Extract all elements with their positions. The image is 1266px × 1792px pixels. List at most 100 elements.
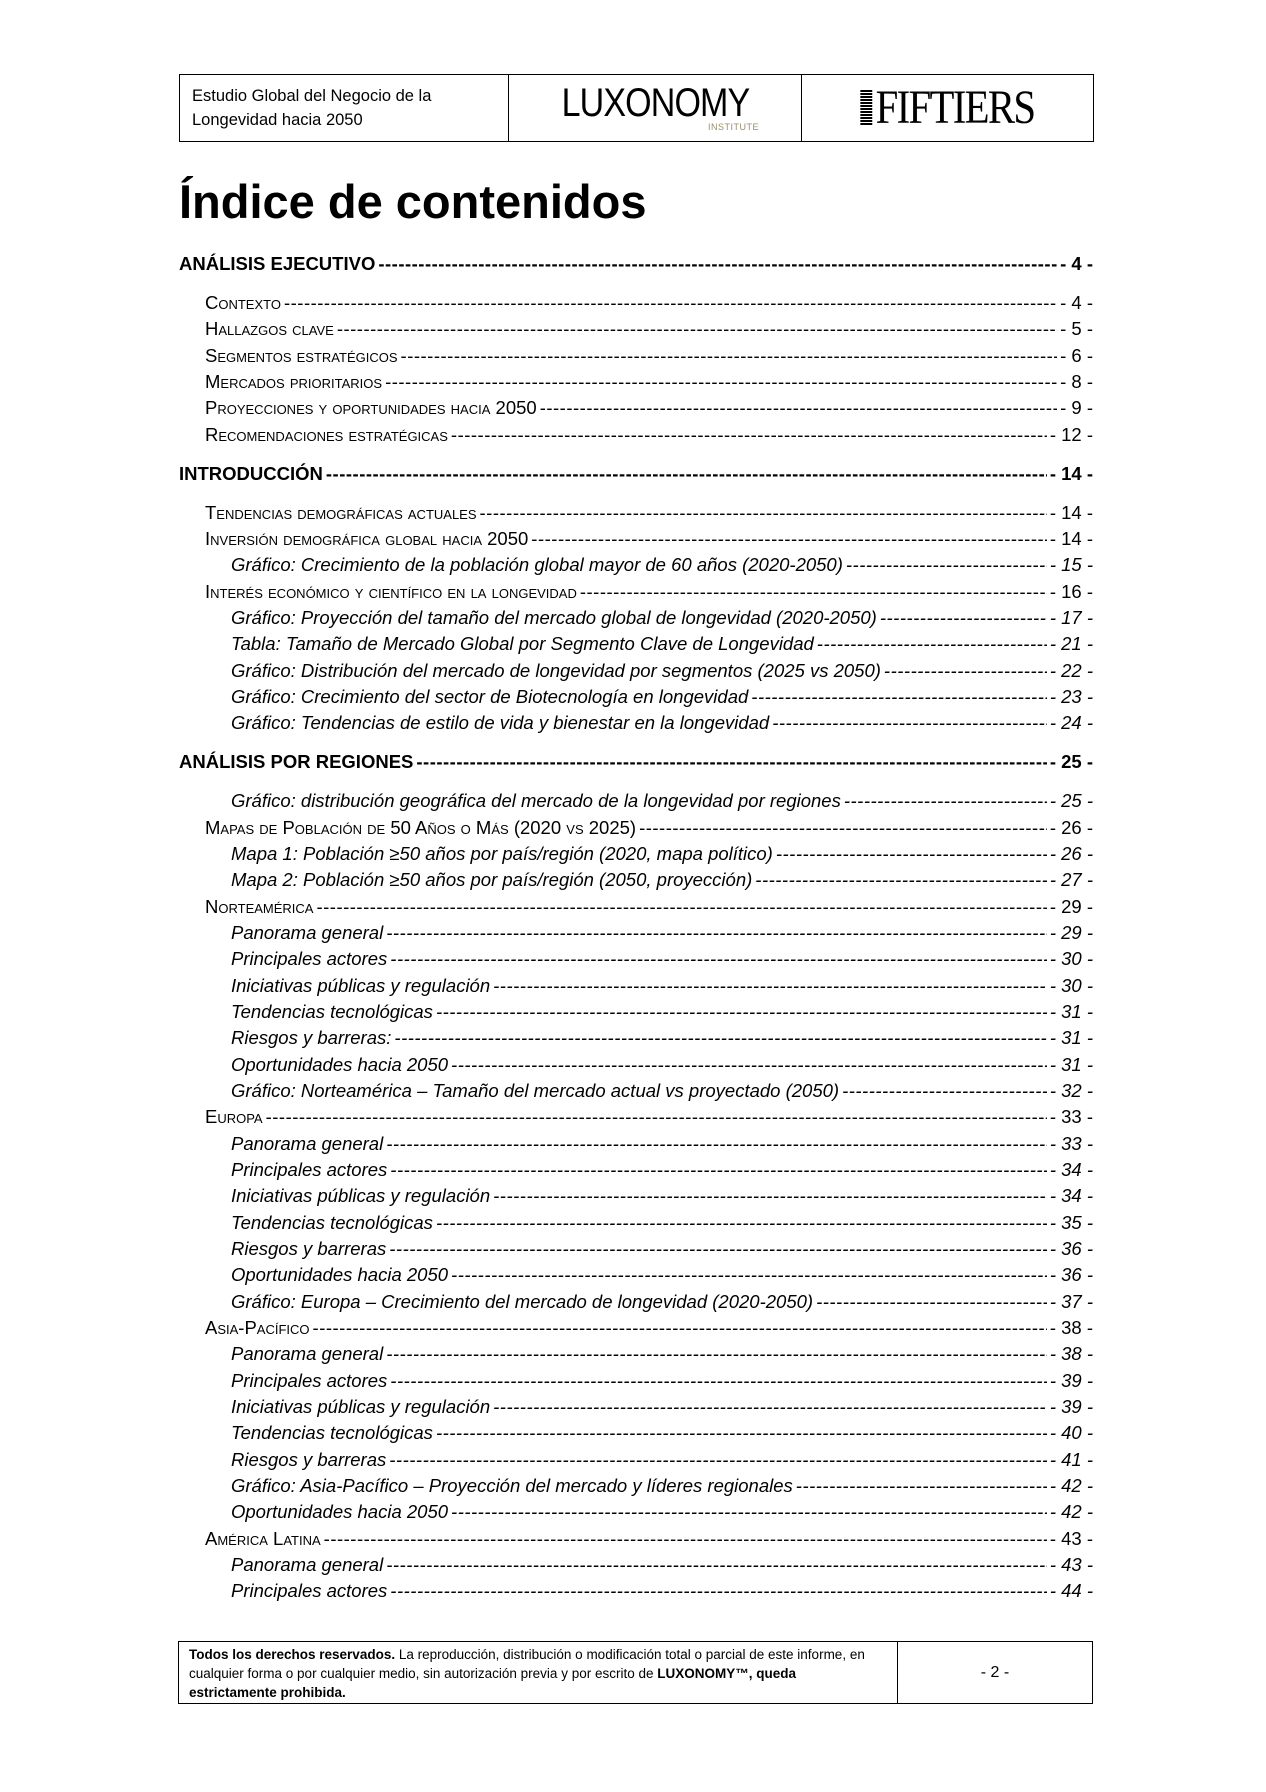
dash-leader: ----------------------------------------…: [283, 291, 1057, 313]
toc-entry-page: - 37 -: [1049, 1290, 1093, 1312]
toc-entry[interactable]: Riesgos y barreras ----------------------…: [179, 1447, 1093, 1473]
toc-entry[interactable]: Gráfico: Europa – Crecimiento del mercad…: [179, 1289, 1093, 1315]
toc-entry[interactable]: Oportunidades hacia 2050 ----------------…: [179, 1499, 1093, 1525]
toc-entry-title: Tendencias tecnológicas: [231, 1000, 433, 1022]
toc-entry[interactable]: Riesgos y barreras: ---------------------…: [179, 1025, 1093, 1051]
luxonomy-logo-text: LUXONOMY: [561, 80, 750, 125]
toc-entry-page: - 38 -: [1049, 1343, 1093, 1365]
toc-entry[interactable]: Inversión demográfica global hacia 2050-…: [179, 526, 1093, 552]
toc-entry-title: Oportunidades hacia 2050: [231, 1053, 449, 1075]
toc-entry[interactable]: Riesgos y barreras ----------------------…: [179, 1236, 1093, 1262]
toc-entry[interactable]: Tendencias demográficas actuales --------…: [179, 500, 1093, 526]
toc-entry[interactable]: Panorama general ------------------------…: [179, 1552, 1093, 1578]
toc-entry[interactable]: Mapa 1: Población ≥50 años por país/regi…: [179, 841, 1093, 867]
toc-entry-title: Mercados prioritarios: [205, 370, 383, 392]
toc-entry[interactable]: Mapas de Población de 50 Años o Más (202…: [179, 815, 1093, 841]
toc-entry[interactable]: Gráfico: Distribución del mercado de lon…: [179, 658, 1093, 684]
dash-leader: ----------------------------------------…: [843, 790, 1047, 812]
toc-entry[interactable]: Hallazgos clave -------------------------…: [179, 316, 1093, 342]
dash-leader: ----------------------------------------…: [450, 423, 1047, 445]
toc-entry[interactable]: Gráfico: Norteamérica – Tamaño del merca…: [179, 1078, 1093, 1104]
dash-leader: ----------------------------------------…: [323, 1527, 1047, 1549]
dash-leader: ----------------------------------------…: [390, 1580, 1047, 1602]
toc-entry[interactable]: Segmentos estratégicos ------------------…: [179, 343, 1093, 369]
toc-entry-page: - 39 -: [1049, 1396, 1093, 1418]
toc-entry[interactable]: Principales actores ---------------------…: [179, 1157, 1093, 1183]
dash-leader: ----------------------------------------…: [316, 895, 1047, 917]
toc-entry[interactable]: Interés económico y científico en la lon…: [179, 579, 1093, 605]
toc-entry-page: - 38 -: [1049, 1317, 1093, 1339]
toc-entry-page: - 8 -: [1060, 370, 1093, 392]
toc-entry-page: - 34 -: [1049, 1158, 1093, 1180]
toc-entry-page: - 26 -: [1049, 816, 1093, 838]
dash-leader: ----------------------------------------…: [394, 1027, 1047, 1049]
dash-leader: ----------------------------------------…: [435, 1422, 1047, 1444]
toc-entry-title: Iniciativas públicas y regulación: [231, 1185, 491, 1207]
toc-entry[interactable]: Panorama general ------------------------…: [179, 1131, 1093, 1157]
copyright-notice: Todos los derechos reservados. La reprod…: [179, 1642, 898, 1703]
toc-entry[interactable]: Tendencias tecnológicas -----------------…: [179, 999, 1093, 1025]
toc-entry-title: Mapa 2: Población ≥50 años por país/regi…: [231, 869, 753, 891]
toc-entry[interactable]: Contexto --------------------------------…: [179, 290, 1093, 316]
copyright-bold: Todos los derechos reservados.: [189, 1647, 396, 1662]
toc-entry[interactable]: Principales actores ---------------------…: [179, 1578, 1093, 1604]
toc-entry[interactable]: Gráfico: Tendencias de estilo de vida y …: [179, 710, 1093, 736]
dash-leader: ----------------------------------------…: [386, 1554, 1047, 1576]
toc-entry[interactable]: ANÁLISIS EJECUTIVO ----------------------…: [179, 251, 1093, 277]
toc-entry[interactable]: Iniciativas públicas y regulación -------…: [179, 1183, 1093, 1209]
toc-entry-page: - 42 -: [1049, 1475, 1093, 1497]
toc-entry-page: - 22 -: [1049, 659, 1093, 681]
toc-entry[interactable]: ANÁLISIS POR REGIONES -------------------…: [179, 749, 1093, 775]
toc-entry[interactable]: Mapa 2: Población ≥50 años por país/regi…: [179, 867, 1093, 893]
toc-entry[interactable]: Gráfico: Proyección del tamaño del merca…: [179, 605, 1093, 631]
page-footer: Todos los derechos reservados. La reprod…: [178, 1641, 1093, 1704]
toc-entry-page: - 29 -: [1049, 895, 1093, 917]
toc-entry-page: - 15 -: [1049, 554, 1093, 576]
toc-entry-page: - 41 -: [1049, 1448, 1093, 1470]
toc-entry-title: Gráfico: distribución geográfica del mer…: [231, 790, 841, 812]
toc-entry[interactable]: Gráfico: Crecimiento del sector de Biote…: [179, 684, 1093, 710]
toc-entry[interactable]: Iniciativas públicas y regulación -------…: [179, 1394, 1093, 1420]
toc-entry[interactable]: Asia-Pacífico ---------------------------…: [179, 1315, 1093, 1341]
toc-entry-title: INTRODUCCIÓN: [179, 462, 323, 484]
toc-entry-page: - 42 -: [1049, 1501, 1093, 1523]
toc-entry-title: Recomendaciones estratégicas: [205, 423, 448, 445]
toc-entry[interactable]: Gráfico: distribución geográfica del mer…: [179, 788, 1093, 814]
toc-entry[interactable]: Oportunidades hacia 2050 ----------------…: [179, 1262, 1093, 1288]
toc-entry[interactable]: Tabla: Tamaño de Mercado Global por Segm…: [179, 631, 1093, 657]
toc-entry[interactable]: Tendencias tecnológicas -----------------…: [179, 1420, 1093, 1446]
toc-entry-title: Norteamérica: [205, 895, 314, 917]
toc-entry[interactable]: Proyecciones y oportunidades hacia 2050-…: [179, 395, 1093, 421]
toc-entry-page: - 31 -: [1049, 1000, 1093, 1022]
toc-entry[interactable]: Gráfico: Crecimiento de la población glo…: [179, 552, 1093, 578]
dash-leader: ----------------------------------------…: [883, 659, 1047, 681]
toc-entry-page: - 36 -: [1049, 1238, 1093, 1259]
toc-entry[interactable]: Principales actores ---------------------…: [179, 946, 1093, 972]
toc-entry[interactable]: Norteamérica ----------------------------…: [179, 894, 1093, 920]
toc-entry[interactable]: INTRODUCCIÓN ----------------------------…: [179, 461, 1093, 487]
toc-entry[interactable]: Gráfico: Asia-Pacífico – Proyección del …: [179, 1473, 1093, 1499]
toc-entry[interactable]: Europa ----------------------------------…: [179, 1104, 1093, 1130]
dash-leader: ----------------------------------------…: [416, 751, 1046, 773]
toc-entry[interactable]: Recomendaciones estratégicas ------------…: [179, 422, 1093, 448]
toc-entry[interactable]: Panorama general ------------------------…: [179, 1341, 1093, 1367]
toc-entry[interactable]: América Latina --------------------------…: [179, 1526, 1093, 1552]
toc-entry[interactable]: Panorama general ------------------------…: [179, 920, 1093, 946]
dash-leader: ----------------------------------------…: [816, 1290, 1047, 1312]
dash-leader: ----------------------------------------…: [325, 462, 1047, 484]
toc-entry-page: - 29 -: [1049, 921, 1093, 943]
toc-entry-title: Riesgos y barreras: [231, 1448, 387, 1470]
toc-entry[interactable]: Iniciativas públicas y regulación -------…: [179, 973, 1093, 999]
toc-entry-page: - 25 -: [1049, 790, 1093, 812]
dash-leader: ----------------------------------------…: [451, 1264, 1047, 1286]
toc-entry-title: Tendencias demográficas actuales: [205, 501, 477, 523]
toc-entry[interactable]: Tendencias tecnológicas -----------------…: [179, 1210, 1093, 1236]
dash-leader: ----------------------------------------…: [451, 1053, 1047, 1075]
dash-leader: ----------------------------------------…: [845, 554, 1047, 576]
toc-entry[interactable]: Principales actores ---------------------…: [179, 1368, 1093, 1394]
toc-entry-page: - 31 -: [1049, 1027, 1093, 1049]
dash-leader: ----------------------------------------…: [493, 1396, 1047, 1418]
study-title: Estudio Global del Negocio de la Longevi…: [180, 75, 509, 141]
toc-entry[interactable]: Mercados prioritarios -------------------…: [179, 369, 1093, 395]
toc-entry[interactable]: Oportunidades hacia 2050 ----------------…: [179, 1052, 1093, 1078]
